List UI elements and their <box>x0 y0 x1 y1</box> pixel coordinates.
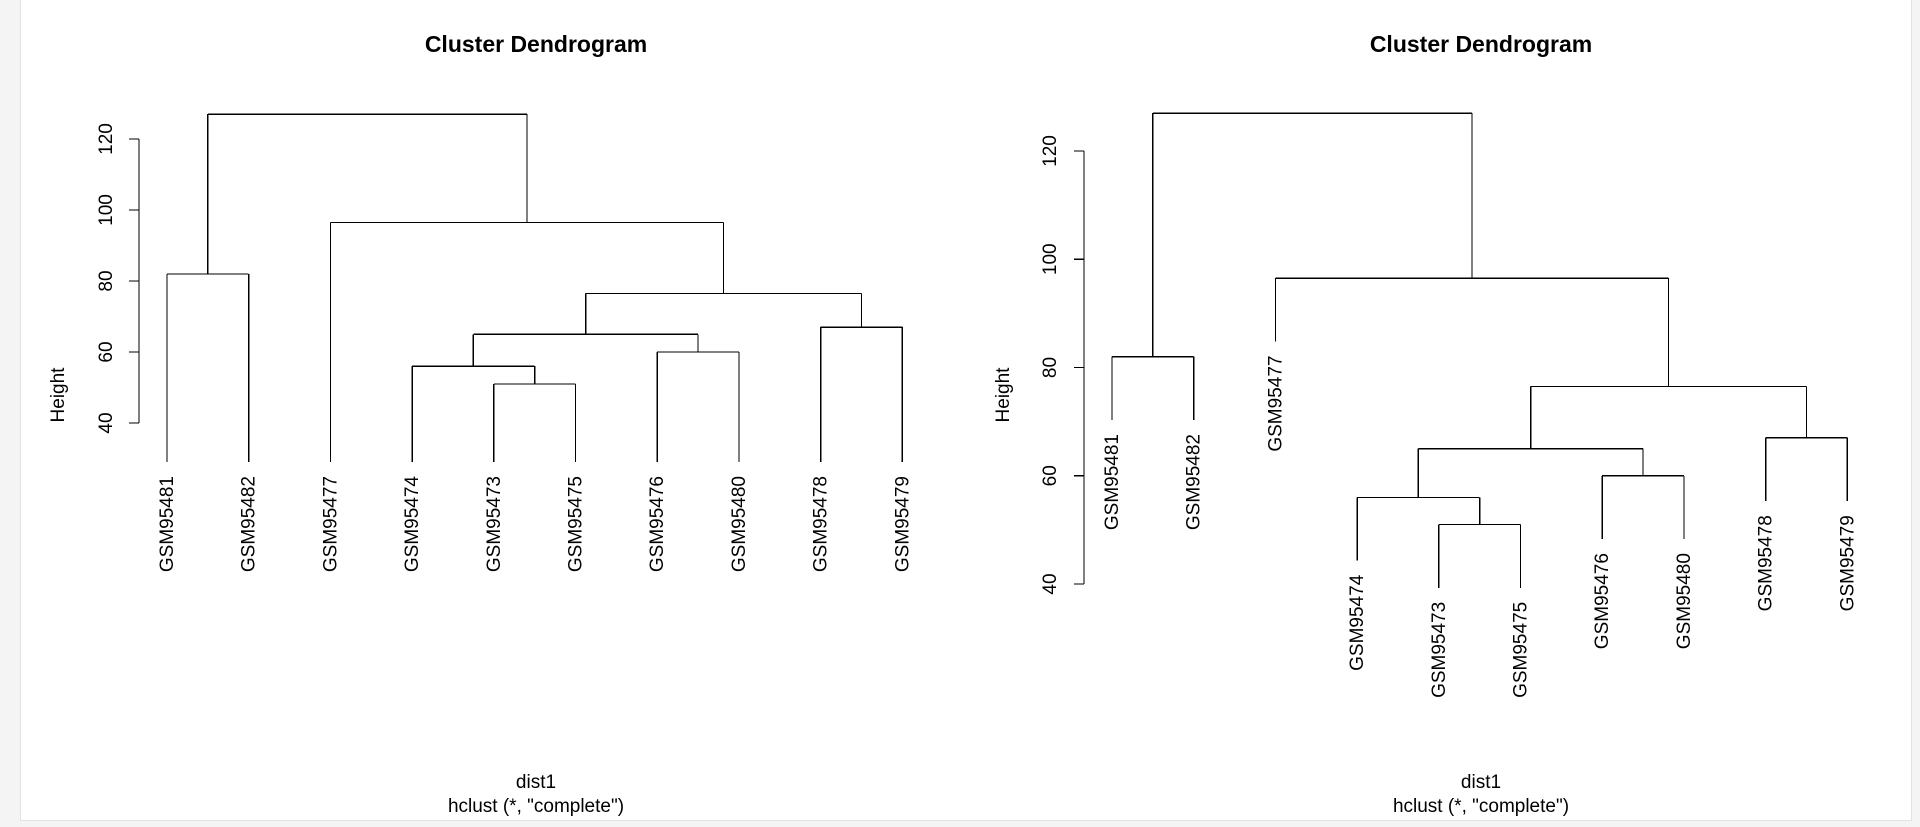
subtitle-method: hclust (*, "complete") <box>448 796 624 817</box>
y-tick-label: 120 <box>1040 135 1061 167</box>
leaf-label: GSM95481 <box>157 476 178 572</box>
leaf-label: GSM95481 <box>1102 434 1123 530</box>
dendrogram-plot-area: Cluster Dendrogram dist1 hclust (*, "compl… <box>48 31 1858 817</box>
leaf-label: GSM95474 <box>1347 574 1368 671</box>
leaf-label: GSM95476 <box>1592 553 1613 649</box>
y-tick-label: 40 <box>1040 573 1061 594</box>
x-axis-label: dist1 <box>516 772 556 793</box>
dendrogram-panel-2: Cluster Dendrogram dist1 hclust (*, "compl… <box>993 31 1858 817</box>
y-axis-label: Height <box>48 367 69 423</box>
y-tick-label: 60 <box>96 341 117 362</box>
leaf-label: GSM95482 <box>239 476 260 572</box>
leaf-label: GSM95475 <box>566 476 587 572</box>
leaf-label: GSM95480 <box>1674 553 1695 649</box>
y-axis-label: Height <box>993 367 1014 423</box>
leaf-label: GSM95476 <box>647 476 668 572</box>
y-tick-label: 100 <box>96 194 117 226</box>
y-tick-label: 100 <box>1040 243 1061 275</box>
leaf-label: GSM95479 <box>892 476 913 572</box>
leaf-label: GSM95482 <box>1184 434 1205 530</box>
leaf-label: GSM95478 <box>811 476 832 572</box>
y-tick-label: 80 <box>96 270 117 291</box>
leaf-labels: GSM95481 GSM95482 GSM95477 GSM95474 GSM95473… <box>157 476 913 573</box>
leaf-label: GSM95478 <box>1756 515 1777 611</box>
y-tick-label: 40 <box>96 412 117 433</box>
dendrogram-tree <box>1111 112 1848 588</box>
leaf-labels: GSM95481 GSM95482 GSM95477 GSM95474 GSM95473… <box>1102 356 1858 698</box>
leaf-label: GSM95474 <box>402 476 423 573</box>
y-tick-label: 80 <box>1040 357 1061 378</box>
dendrogram-tree <box>166 113 903 462</box>
leaf-label: GSM95477 <box>1265 356 1286 452</box>
x-axis-label: dist1 <box>1461 772 1501 793</box>
chart-title: Cluster Dendrogram <box>1370 31 1592 57</box>
dendrogram-panel-1: Cluster Dendrogram dist1 hclust (*, "compl… <box>48 31 913 817</box>
chart-title: Cluster Dendrogram <box>425 31 647 57</box>
y-axis: 40 60 80 100 120 <box>1040 135 1085 595</box>
leaf-label: GSM95473 <box>484 476 505 572</box>
subtitle-method: hclust (*, "complete") <box>1393 796 1569 817</box>
y-tick-label: 60 <box>1040 465 1061 486</box>
leaf-label: GSM95480 <box>729 476 750 572</box>
y-axis: 40 60 80 100 120 <box>96 123 140 434</box>
plot-window: Cluster Dendrogram dist1 hclust (*, "compl… <box>20 0 1912 821</box>
leaf-label: GSM95475 <box>1511 602 1532 698</box>
y-tick-label: 120 <box>96 123 117 155</box>
leaf-label: GSM95479 <box>1837 515 1858 611</box>
leaf-label: GSM95473 <box>1429 602 1450 698</box>
leaf-label: GSM95477 <box>320 476 341 572</box>
